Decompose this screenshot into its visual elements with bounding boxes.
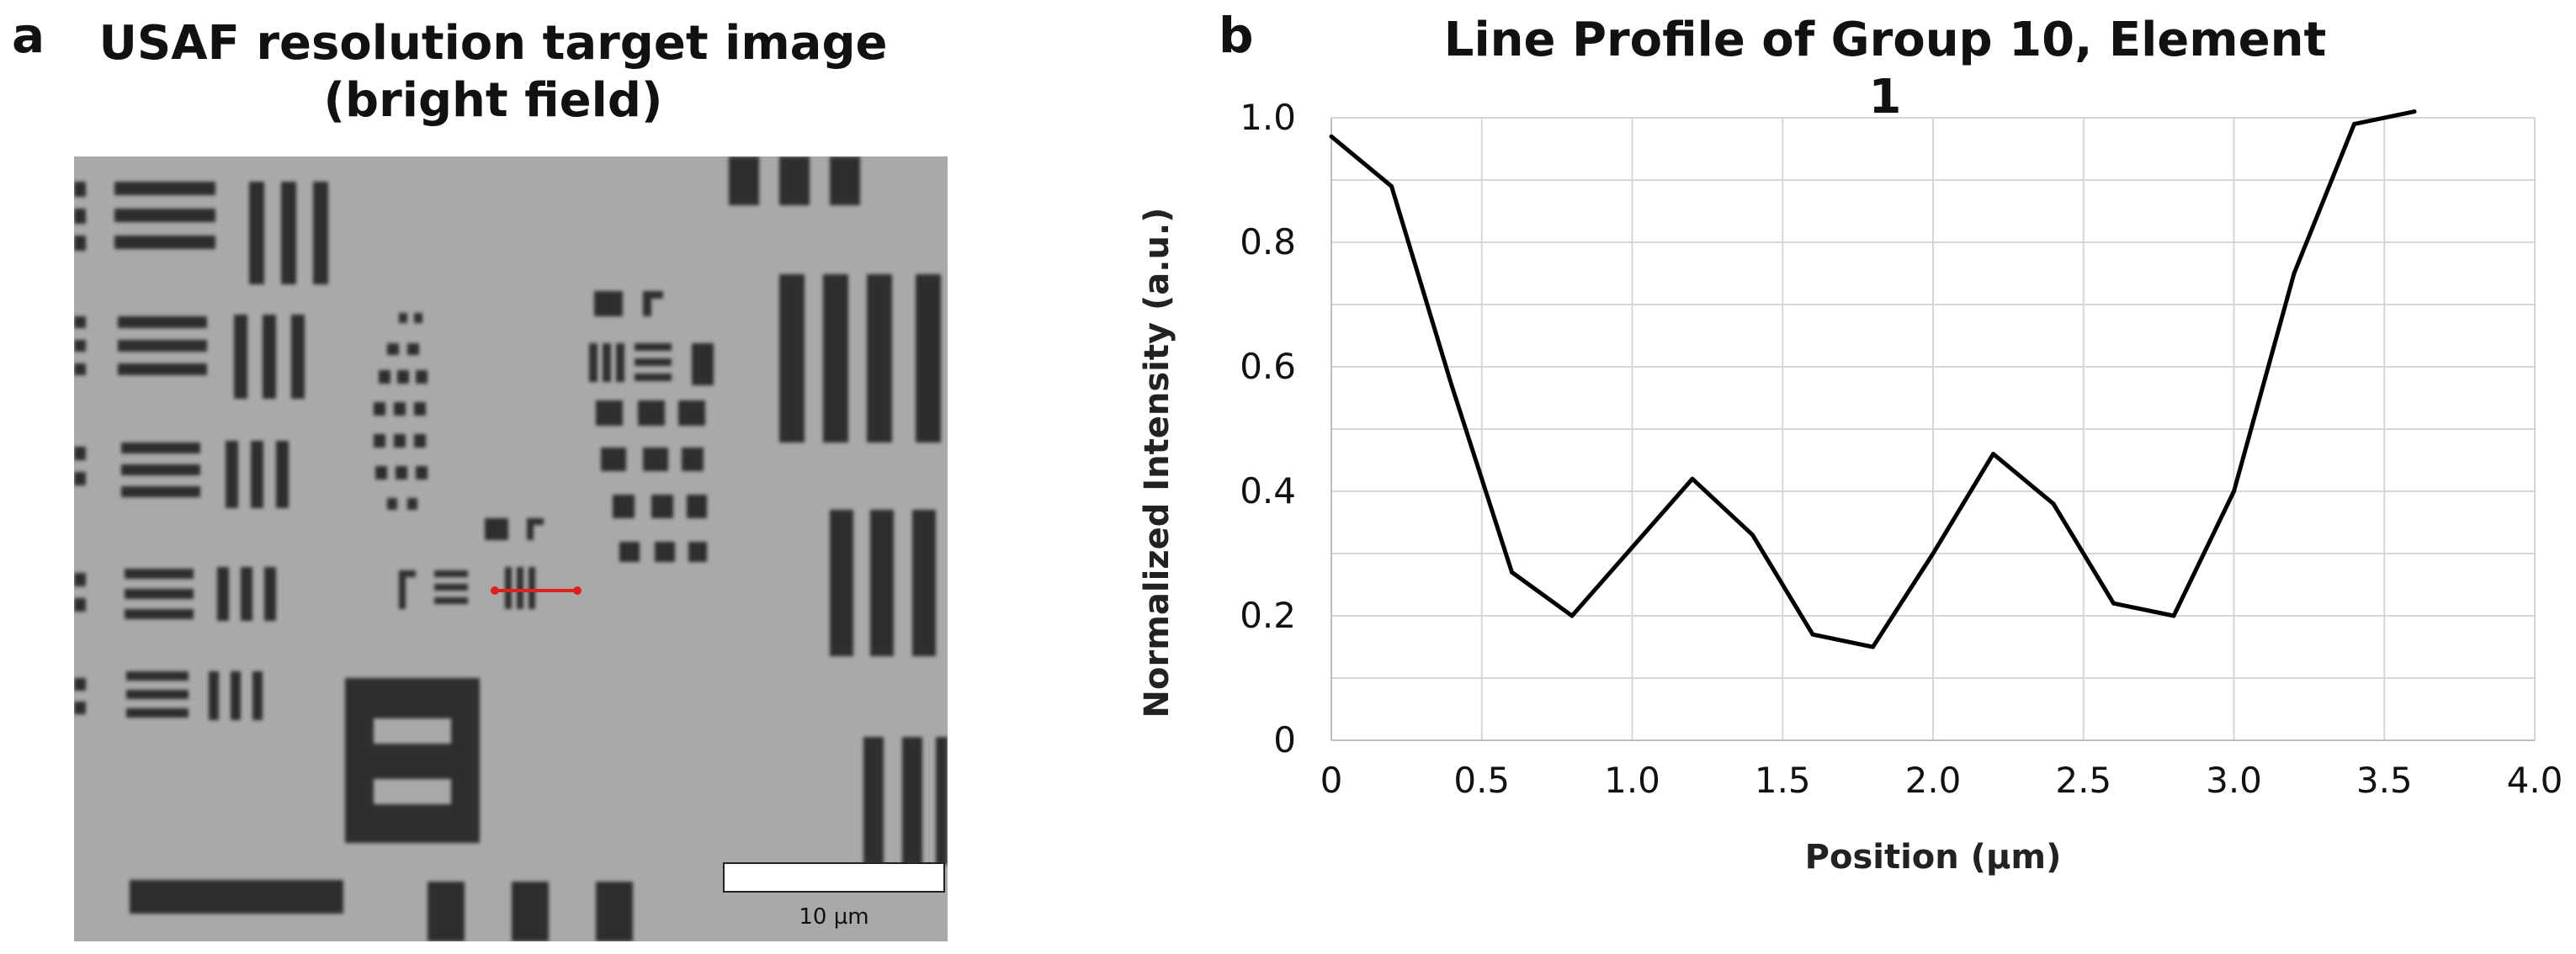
profile-data-point <box>2051 501 2056 506</box>
profile-data-point <box>2232 489 2236 494</box>
profile-data-point <box>1690 476 1695 481</box>
y-tick-label: 0.6 <box>1240 346 1296 387</box>
profile-data-point <box>2111 601 2116 606</box>
line-profile-chart: 0 0.5 1.0 1.5 2.0 2.5 3.0 3.5 4.0 0 0.2 0.4 0.6 0.8 1.… <box>1138 97 2563 877</box>
profile-line-end <box>573 586 582 595</box>
profile-data-point <box>1570 613 1575 618</box>
y-tick-label: 0.2 <box>1240 595 1296 636</box>
profile-data-point <box>1510 570 1514 575</box>
panel-letter-b: b <box>1219 7 1254 64</box>
profile-data-point <box>1991 452 1995 457</box>
profile-data-point <box>1630 545 1634 550</box>
x-tick-label: 3.5 <box>2356 760 2413 801</box>
profile-data-point <box>2412 109 2417 114</box>
y-tick-label: 0.4 <box>1240 470 1296 511</box>
chart-title: Line Profile of Group 10, Element 1 <box>1443 13 2327 125</box>
x-tick-label: 3.0 <box>2206 760 2262 801</box>
x-tick-label: 2.0 <box>1905 760 1962 801</box>
profile-data-point <box>1449 383 1454 388</box>
y-tick-label: 1.0 <box>1240 97 1296 138</box>
chart-ticks: 0 0.5 1.0 1.5 2.0 2.5 3.0 3.5 4.0 0 0.2 0.4 0.6 0.8 1.… <box>1240 97 2563 801</box>
x-tick-label: 1.5 <box>1755 760 1811 801</box>
chart-axes <box>1330 118 2535 741</box>
profile-data-point <box>1871 644 1875 649</box>
x-tick-label: 0 <box>1320 760 1343 801</box>
y-tick-label: 0.8 <box>1240 221 1296 262</box>
micrograph-title-line-1: USAF resolution target image <box>98 16 888 71</box>
chart-series <box>1329 109 2417 649</box>
profile-data-point <box>1329 134 1334 139</box>
profile-line-start <box>491 586 499 595</box>
panel-letter-a: a <box>12 7 45 64</box>
profile-data-point <box>1750 533 1755 538</box>
x-tick-label: 1.0 <box>1604 760 1660 801</box>
profile-data-point <box>1810 632 1815 637</box>
x-tick-label: 0.5 <box>1453 760 1510 801</box>
micrograph-title-line-2: (bright field) <box>323 73 663 128</box>
y-axis-title: Normalized Intensity (a.u.) <box>1138 208 1176 718</box>
profile-data-point <box>1389 183 1394 188</box>
y-tick-label: 0 <box>1273 719 1296 761</box>
x-axis-title: Position (µm) <box>1805 838 2062 877</box>
x-tick-label: 2.5 <box>2055 760 2111 801</box>
profile-data-point <box>2292 271 2297 276</box>
chart-grid <box>1331 117 2536 740</box>
scale-bar-label: 10 µm <box>799 904 868 930</box>
scale-bar <box>723 862 945 893</box>
profile-data-point <box>2171 613 2176 618</box>
micrograph-title: USAF resolution target image (bright fie… <box>72 15 914 130</box>
profile-data-point <box>2352 121 2356 126</box>
profile-series-line <box>1330 109 2415 649</box>
x-tick-label: 4.0 <box>2507 760 2563 801</box>
usaf-target-image: 10 µm <box>74 156 948 941</box>
profile-data-point <box>1931 551 1936 556</box>
